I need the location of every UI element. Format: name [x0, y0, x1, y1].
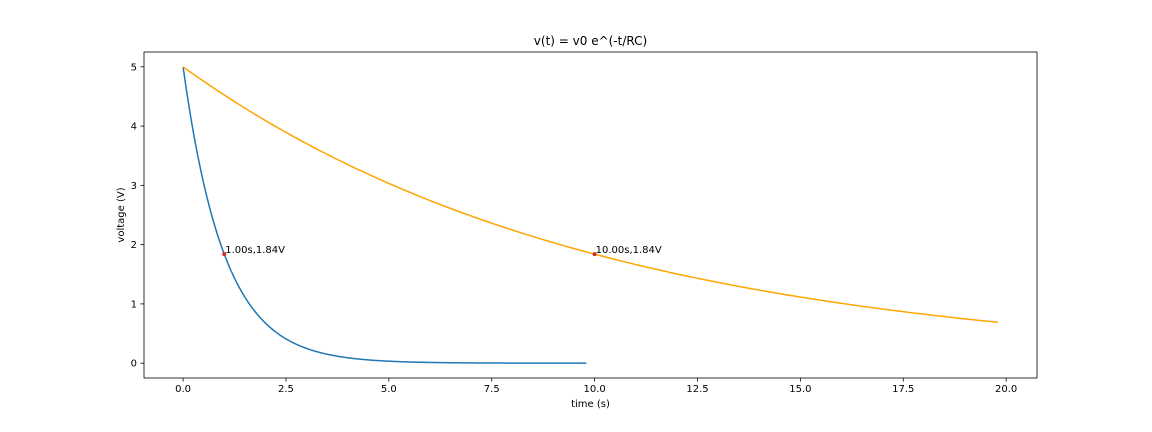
- y-tick-label: 2: [131, 240, 137, 251]
- x-tick-label: 20.0: [995, 384, 1017, 395]
- series-line-0: [182, 66, 587, 364]
- x-axis-label: time (s): [571, 399, 610, 410]
- y-tick-label: 5: [131, 62, 137, 73]
- marker-label: 1.00s,1.84V: [225, 245, 285, 256]
- marker-point: [222, 252, 227, 257]
- x-axis: 0.0 2.5 5.0 7.5 10.0 12.5 15.0 17.5 20.0: [175, 378, 1017, 395]
- marker-point: [592, 252, 597, 257]
- y-tick-label: 1: [131, 299, 137, 310]
- y-tick-label: 0: [131, 359, 137, 370]
- y-tick-label: 4: [131, 122, 137, 133]
- x-tick-label: 10.0: [583, 384, 605, 395]
- series-line-1: [182, 66, 998, 324]
- chart-title: v(t) = v0 e^(-t/RC): [534, 34, 647, 48]
- y-axis: 0 1 2 3 4 5: [131, 62, 144, 370]
- marker-label: 10.00s,1.84V: [596, 245, 662, 256]
- y-axis-label: voltage (V): [116, 187, 127, 242]
- x-tick-label: 12.5: [686, 384, 708, 395]
- y-tick-label: 3: [131, 181, 137, 192]
- x-tick-label: 5.0: [381, 384, 397, 395]
- x-tick-label: 15.0: [789, 384, 811, 395]
- x-tick-label: 2.5: [278, 384, 294, 395]
- x-tick-label: 0.0: [175, 384, 191, 395]
- x-tick-label: 7.5: [484, 384, 500, 395]
- plot-area: 1.00s,1.84V 10.00s,1.84V: [182, 66, 998, 364]
- plot-frame: [143, 51, 1038, 379]
- x-tick-label: 17.5: [892, 384, 914, 395]
